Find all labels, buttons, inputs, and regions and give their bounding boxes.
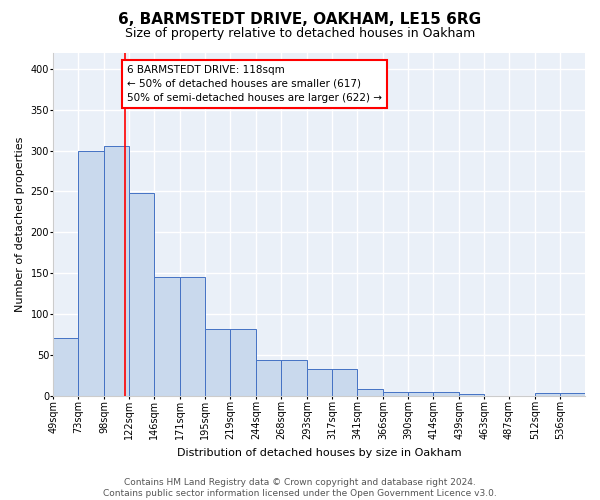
Bar bbox=[205, 328, 230, 396]
Bar bbox=[408, 392, 433, 396]
Text: Contains HM Land Registry data © Crown copyright and database right 2024.
Contai: Contains HM Land Registry data © Crown c… bbox=[103, 478, 497, 498]
Bar bbox=[129, 193, 154, 396]
Bar bbox=[53, 338, 79, 396]
Bar bbox=[535, 393, 560, 396]
Bar bbox=[560, 393, 585, 396]
Bar bbox=[256, 360, 281, 396]
Bar bbox=[104, 146, 129, 396]
Bar bbox=[383, 392, 408, 396]
Y-axis label: Number of detached properties: Number of detached properties bbox=[15, 136, 25, 312]
Bar bbox=[230, 328, 256, 396]
Bar bbox=[332, 370, 357, 396]
Bar bbox=[154, 277, 180, 396]
Text: Size of property relative to detached houses in Oakham: Size of property relative to detached ho… bbox=[125, 28, 475, 40]
X-axis label: Distribution of detached houses by size in Oakham: Distribution of detached houses by size … bbox=[177, 448, 461, 458]
Bar bbox=[307, 370, 332, 396]
Text: 6, BARMSTEDT DRIVE, OAKHAM, LE15 6RG: 6, BARMSTEDT DRIVE, OAKHAM, LE15 6RG bbox=[118, 12, 482, 28]
Bar bbox=[79, 150, 104, 396]
Bar bbox=[433, 392, 459, 396]
Bar bbox=[459, 394, 484, 396]
Bar bbox=[281, 360, 307, 396]
Text: 6 BARMSTEDT DRIVE: 118sqm
← 50% of detached houses are smaller (617)
50% of semi: 6 BARMSTEDT DRIVE: 118sqm ← 50% of detac… bbox=[127, 65, 382, 103]
Bar bbox=[180, 277, 205, 396]
Bar bbox=[357, 389, 383, 396]
